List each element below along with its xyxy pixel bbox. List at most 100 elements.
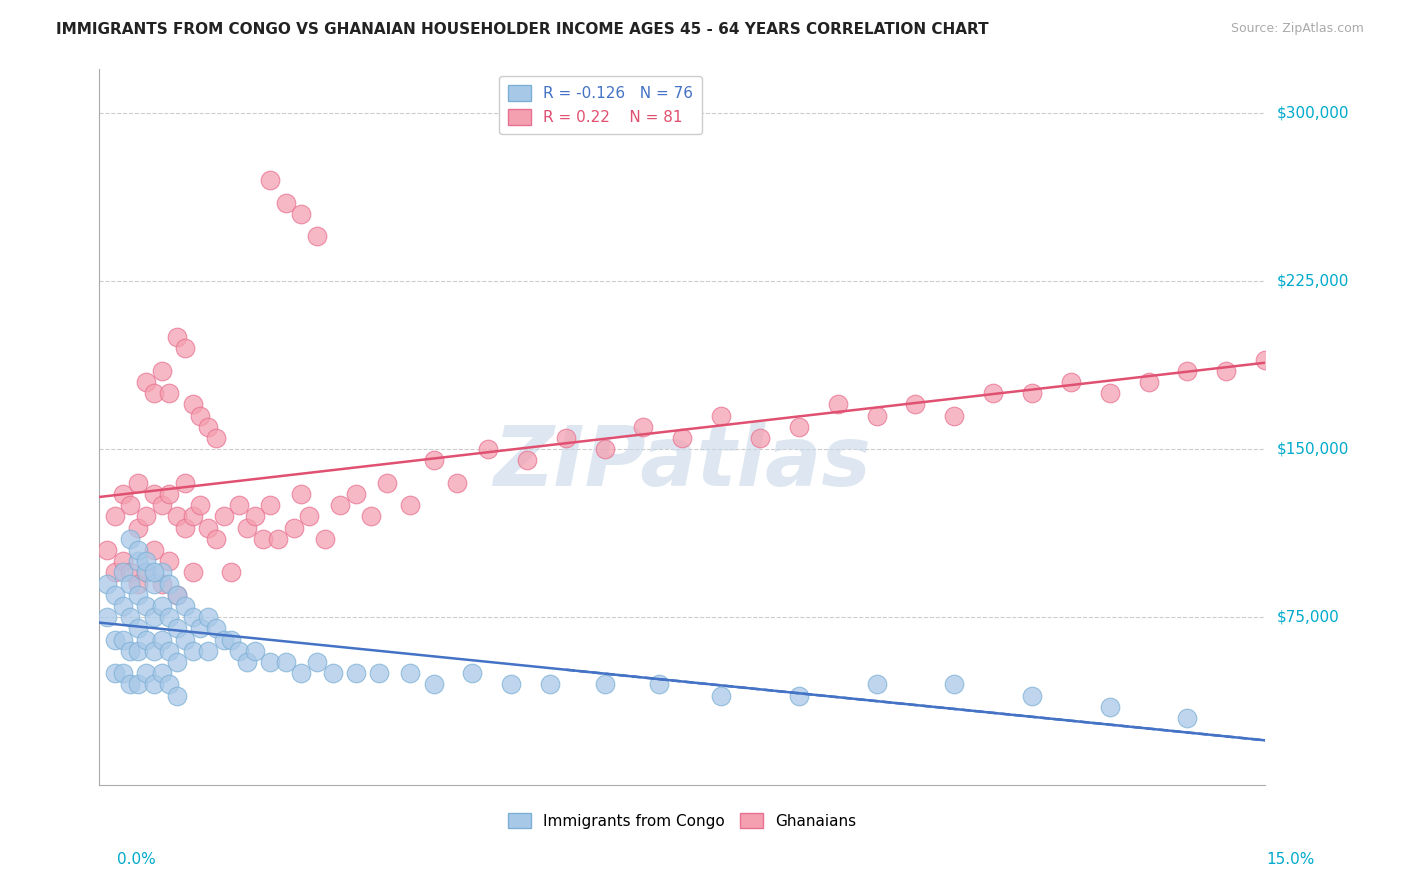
Point [127, 576, 149, 591]
Point [157, 554, 180, 568]
Point [135, 632, 157, 647]
Text: 0.0%: 0.0% [117, 852, 156, 867]
Point [981, 386, 1004, 401]
Point [111, 666, 134, 681]
Point [157, 677, 180, 691]
Point [157, 610, 180, 624]
Point [375, 475, 398, 490]
Text: $225,000: $225,000 [1277, 274, 1348, 289]
Point [120, 566, 142, 580]
Point [399, 498, 422, 512]
Point [120, 498, 142, 512]
Point [181, 397, 204, 411]
Point [290, 207, 312, 221]
Point [150, 566, 173, 580]
Text: $150,000: $150,000 [1277, 442, 1348, 457]
Point [259, 655, 281, 669]
Point [166, 330, 188, 344]
Point [1021, 386, 1043, 401]
Point [197, 610, 219, 624]
Point [516, 453, 538, 467]
Point [127, 621, 149, 635]
Point [259, 173, 281, 187]
Text: 15.0%: 15.0% [1267, 852, 1315, 867]
Point [197, 419, 219, 434]
Text: ZIPatlas: ZIPatlas [494, 422, 872, 503]
Point [173, 632, 195, 647]
Point [399, 666, 422, 681]
Point [166, 689, 188, 703]
Point [1177, 364, 1199, 378]
Point [142, 644, 165, 658]
Point [127, 677, 149, 691]
Point [904, 397, 927, 411]
Point [197, 644, 219, 658]
Point [538, 677, 561, 691]
Point [150, 576, 173, 591]
Point [166, 509, 188, 524]
Point [120, 644, 142, 658]
Point [344, 487, 367, 501]
Text: Source: ZipAtlas.com: Source: ZipAtlas.com [1230, 22, 1364, 36]
Point [96, 610, 118, 624]
Text: $75,000: $75,000 [1277, 609, 1339, 624]
Point [221, 632, 243, 647]
Point [236, 520, 259, 534]
Point [827, 397, 849, 411]
Point [150, 666, 173, 681]
Point [1060, 375, 1083, 389]
Point [446, 475, 468, 490]
Point [142, 543, 165, 558]
Point [150, 599, 173, 613]
Point [368, 666, 391, 681]
Point [111, 487, 134, 501]
Point [111, 566, 134, 580]
Point [865, 677, 887, 691]
Point [190, 409, 212, 423]
Point [212, 509, 235, 524]
Point [1098, 699, 1121, 714]
Point [173, 520, 195, 534]
Point [127, 588, 149, 602]
Point [305, 229, 328, 244]
Point [190, 498, 212, 512]
Point [157, 576, 180, 591]
Point [283, 520, 305, 534]
Point [329, 498, 352, 512]
Point [228, 644, 250, 658]
Point [1021, 689, 1043, 703]
Point [142, 386, 165, 401]
Point [1137, 375, 1160, 389]
Point [96, 576, 118, 591]
Point [135, 509, 157, 524]
Point [197, 520, 219, 534]
Point [181, 566, 204, 580]
Point [104, 588, 127, 602]
Point [322, 666, 344, 681]
Point [173, 342, 195, 356]
Point [360, 509, 382, 524]
Point [274, 195, 297, 210]
Point [104, 566, 127, 580]
Point [501, 677, 523, 691]
Point [943, 677, 966, 691]
Point [710, 409, 733, 423]
Point [181, 610, 204, 624]
Point [111, 554, 134, 568]
Point [135, 375, 157, 389]
Point [142, 677, 165, 691]
Point [422, 677, 444, 691]
Point [787, 419, 810, 434]
Point [290, 666, 312, 681]
Point [671, 431, 693, 445]
Point [181, 509, 204, 524]
Point [135, 599, 157, 613]
Point [127, 475, 149, 490]
Point [142, 487, 165, 501]
Point [166, 621, 188, 635]
Point [181, 644, 204, 658]
Point [135, 554, 157, 568]
Point [477, 442, 499, 457]
Point [305, 655, 328, 669]
Point [205, 532, 228, 546]
